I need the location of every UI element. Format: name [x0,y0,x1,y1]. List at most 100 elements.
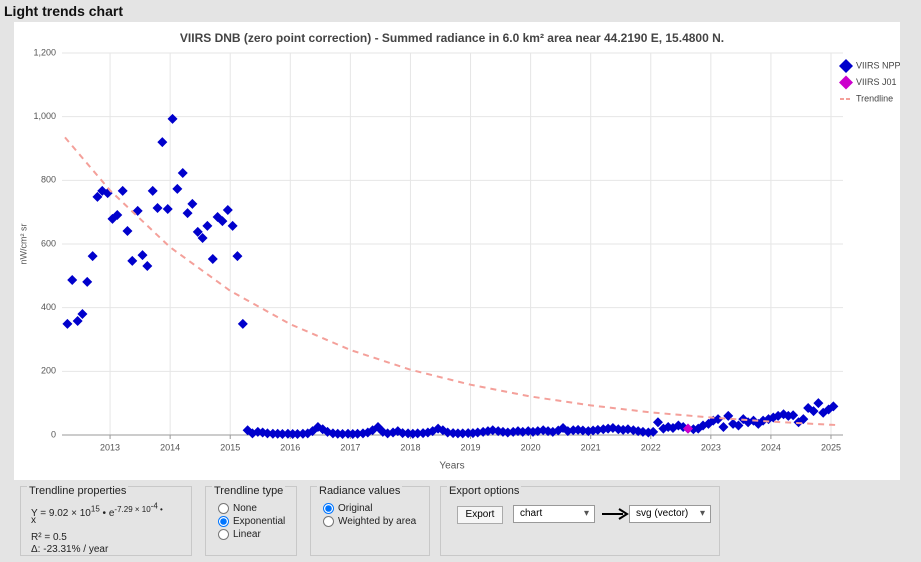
data-point [457,428,468,439]
data-point [813,398,824,409]
panel-title: Radiance values [317,485,403,497]
y-tick-label: 800 [41,175,56,185]
legend-label: VIIRS NPP [856,60,900,70]
legend-marker [839,75,853,90]
arrow [602,508,629,520]
chart-title: VIIRS DNB (zero point correction) - Summ… [180,31,724,45]
data-point [172,183,183,194]
y-tick-label: 200 [41,366,56,376]
data-point [352,428,363,439]
data-point [92,191,103,202]
radio-button[interactable] [218,503,229,514]
trendline-properties: Trendline properties Y = 9.02 × 1015 • e… [20,485,192,556]
x-tick-label: 2018 [400,442,420,452]
formula-part: -4 [150,501,158,510]
y-tick-label: 1,000 [33,111,56,121]
data-point [197,232,208,243]
data-point [162,203,173,214]
radio-label: Original [338,503,373,514]
x-tick-label: 2025 [821,442,841,452]
panel-title: Trendline type [212,485,286,497]
data-point [62,318,73,329]
data-point [117,185,128,196]
data-point [683,423,694,434]
data-point [788,410,799,421]
radio-button[interactable] [218,529,229,540]
window-title: Light trends chart [4,3,124,19]
data-point [412,428,423,439]
delta: Δ: -23.31% / year [31,544,109,555]
data-point [77,309,88,320]
radio-option[interactable]: Exponential [218,516,285,527]
x-axis-label: Years [439,461,464,472]
data-point [177,168,188,179]
data-point [207,253,218,264]
data-point [72,316,83,327]
radio-label: Exponential [233,516,286,527]
radio-option[interactable]: Linear [218,529,261,540]
data-point [232,251,243,262]
data-point [147,185,158,196]
trendline [64,136,841,427]
data-point [292,429,303,440]
data-point [222,204,233,215]
radio-button[interactable] [323,516,334,527]
data-point [648,426,659,437]
y-axis-label: nW/cm² sr [18,224,28,265]
data-point [337,429,348,440]
chart: VIIRS DNB (zero point correction) - Summ… [14,22,900,480]
data-point [508,426,519,437]
data-point [277,429,288,440]
data-point [397,428,408,439]
export-button[interactable]: Export [457,506,503,524]
radiance-values: Radiance values Original Weighted by area [310,485,430,556]
data-point [227,220,238,231]
export-options: Export options Export chart svg (vector) [440,485,720,556]
radio-label: Weighted by area [338,516,417,527]
radio-option[interactable]: None [218,503,257,514]
radio-button[interactable] [323,503,334,514]
data-point [828,401,839,412]
radio-option[interactable]: Weighted by area [323,516,416,527]
data-point [713,414,724,425]
data-point [67,274,78,285]
data-point [142,260,153,271]
x-tick-label: 2023 [701,442,721,452]
x-tick-label: 2013 [100,442,120,452]
x-tick-label: 2014 [160,442,180,452]
data-point [512,426,523,437]
data-point [808,406,819,417]
data-point [87,251,98,262]
formula-part: -7.29 × 10 [114,504,151,514]
trendline-type: Trendline type None Exponential Linear [205,485,297,556]
format-select[interactable]: svg (vector) [629,505,711,523]
radio-option[interactable]: Original [323,503,372,514]
legend-label: Trendline [856,93,893,103]
panel-title: Export options [447,485,522,497]
legend-label: VIIRS J01 [856,77,897,87]
legend-marker [839,59,853,73]
data-point [187,198,198,209]
panel-title: Trendline properties [27,485,129,497]
y-tick-label: 1,200 [33,47,56,57]
y-tick-label: 400 [41,302,56,312]
formula-part: 15 [90,504,100,514]
formula: Y = 9.02 × 1015 • e-7.29 × 10-4 • [31,501,163,519]
data-point [652,417,663,428]
x-tick-label: 2020 [521,442,541,452]
radio-label: None [233,503,257,514]
data-point [718,422,729,433]
formula-part: x [31,515,36,526]
source-select[interactable]: chart [513,505,595,523]
x-tick-label: 2024 [761,442,781,452]
data-point [733,420,744,431]
r-squared: R² = 0.5 [31,532,67,543]
x-tick-label: 2019 [461,442,481,452]
data-point [82,276,93,287]
formula-part: Y = 9.02 × 10 [31,507,91,519]
radio-button[interactable] [218,516,229,527]
data-point [202,220,213,231]
radio-label: Linear [233,529,261,540]
data-point [237,318,248,329]
